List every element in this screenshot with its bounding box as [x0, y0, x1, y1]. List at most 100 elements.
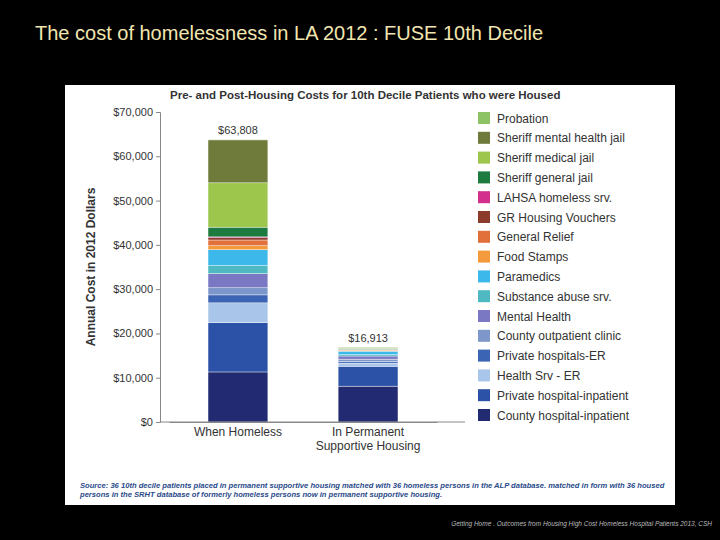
bar-segment: [208, 295, 268, 303]
y-tick-mark: [156, 156, 160, 157]
bar-segment: [208, 227, 268, 237]
legend-swatch: [478, 369, 490, 381]
total-label: $16,913: [348, 332, 388, 344]
bar-segment: [338, 348, 398, 349]
bar-segment: [338, 349, 398, 350]
text-line: When Homeless: [194, 425, 282, 439]
slide-title: The cost of homelessness in LA 2012 : FU…: [35, 22, 543, 44]
bar-segment: [338, 361, 398, 363]
y-axis-title: Annual Cost in 2012 Dollars: [84, 187, 98, 346]
bar-segment: [208, 266, 268, 274]
y-tick-label: $60,000: [113, 150, 153, 162]
bar-segment: [208, 240, 268, 246]
bar-segment: [208, 288, 268, 295]
legend-label: County outpatient clinic: [497, 329, 621, 343]
y-tick: $10,000: [113, 372, 160, 384]
chart-panel: [65, 85, 675, 505]
y-tick-mark: [156, 333, 160, 334]
text-line: In Permanent: [332, 425, 405, 439]
y-tick: $40,000: [113, 239, 160, 251]
legend: County hospital-inpatient Private hospita…: [478, 112, 630, 423]
bar-segment: [208, 246, 268, 250]
y-tick-mark: [156, 378, 160, 379]
legend-label: Paramedics: [497, 270, 560, 284]
y-tick: $0: [141, 416, 160, 428]
legend-swatch: [478, 350, 490, 362]
y-tick-mark: [156, 245, 160, 246]
text-line: persons in the SRHT database of formerly…: [79, 490, 442, 499]
y-tick-mark: [156, 201, 160, 202]
legend-swatch: [478, 290, 490, 302]
legend-swatch: [478, 112, 490, 124]
bar-segment: [338, 349, 398, 350]
bar-segment: [338, 366, 398, 386]
footer: Getting Home . Outcomes from Housing Hig…: [451, 520, 712, 528]
y-tick-label: $0: [141, 416, 153, 428]
bars: [208, 139, 398, 422]
y-tick-label: $50,000: [113, 195, 153, 207]
chart-title: Pre- and Post-Housing Costs for 10th Dec…: [170, 89, 560, 101]
legend-swatch: [478, 191, 490, 203]
y-axis: $0 $10,000 $20,000 $30,000 $40,000 $50,000 $60…: [113, 106, 160, 428]
slide-background: [0, 0, 720, 540]
y-tick: $30,000: [113, 283, 160, 295]
legend-label: Private hospitals-ER: [497, 349, 606, 363]
legend-label: General Relief: [497, 230, 574, 244]
bar-segment: [208, 274, 268, 288]
legend-swatch: [478, 330, 490, 342]
y-tick: $70,000: [113, 106, 160, 118]
bar-segment: [338, 347, 398, 348]
legend-label: County hospital-inpatient: [497, 409, 630, 423]
source-note: Source: 36 10th decile patients placed i…: [79, 481, 665, 499]
y-tick-mark: [156, 289, 160, 290]
y-tick: $20,000: [113, 327, 160, 339]
legend-swatch: [478, 231, 490, 243]
y-tick-mark: [156, 112, 160, 113]
bar-segment: [208, 323, 268, 372]
y-tick-label: $40,000: [113, 239, 153, 251]
legend-label: Food Stamps: [497, 250, 568, 264]
legend-swatch: [478, 409, 490, 421]
bar-segment: [338, 363, 398, 366]
y-tick-label: $70,000: [113, 106, 153, 118]
legend-label: Sheriff mental health jail: [497, 131, 625, 145]
bar-segment: [338, 386, 398, 422]
legend-swatch: [478, 389, 490, 401]
bar-segment: [208, 238, 268, 240]
legend-label: Mental Health: [497, 310, 571, 324]
bar-segment: [338, 356, 398, 359]
bar-segment: [208, 303, 268, 323]
bar-segment: [338, 349, 398, 350]
legend-swatch: [478, 310, 490, 322]
legend-swatch: [478, 270, 490, 282]
y-tick: $50,000: [113, 195, 160, 207]
x-tick: In PermanentSupportive Housing: [316, 422, 421, 453]
x-baseline: [160, 422, 465, 423]
legend-swatch: [478, 171, 490, 183]
x-tick-label: In PermanentSupportive Housing: [316, 425, 421, 453]
x-tick-label: When Homeless: [194, 425, 282, 439]
legend-label: Sheriff medical jail: [497, 151, 594, 165]
legend-label: LAHSA homeless srv.: [497, 191, 612, 205]
bar-segment: [208, 140, 268, 183]
bar-segment: [208, 372, 268, 422]
slide: The cost of homelessness in LA 2012 : FU…: [0, 0, 720, 540]
y-tick-mark: [156, 422, 160, 423]
legend-label: Health Srv - ER: [497, 369, 581, 383]
legend-swatch: [478, 132, 490, 144]
bar-segment: [338, 351, 398, 355]
bar-segment: [338, 359, 398, 361]
y-axis-line: [156, 113, 161, 423]
y-tick-label: $20,000: [113, 327, 153, 339]
legend-swatch: [478, 211, 490, 223]
y-tick: $60,000: [113, 150, 160, 162]
bar-segment: [338, 348, 398, 350]
legend-label: GR Housing Vouchers: [497, 211, 616, 225]
legend-label: Sheriff general jail: [497, 171, 593, 185]
text-line: Source: 36 10th decile patients placed i…: [80, 481, 665, 490]
legend-label: Substance abuse srv.: [497, 290, 612, 304]
legend-label: Probation: [497, 112, 548, 126]
text-line: Supportive Housing: [316, 439, 421, 453]
bar-segment: [338, 347, 398, 349]
bar-segment: [208, 183, 268, 227]
